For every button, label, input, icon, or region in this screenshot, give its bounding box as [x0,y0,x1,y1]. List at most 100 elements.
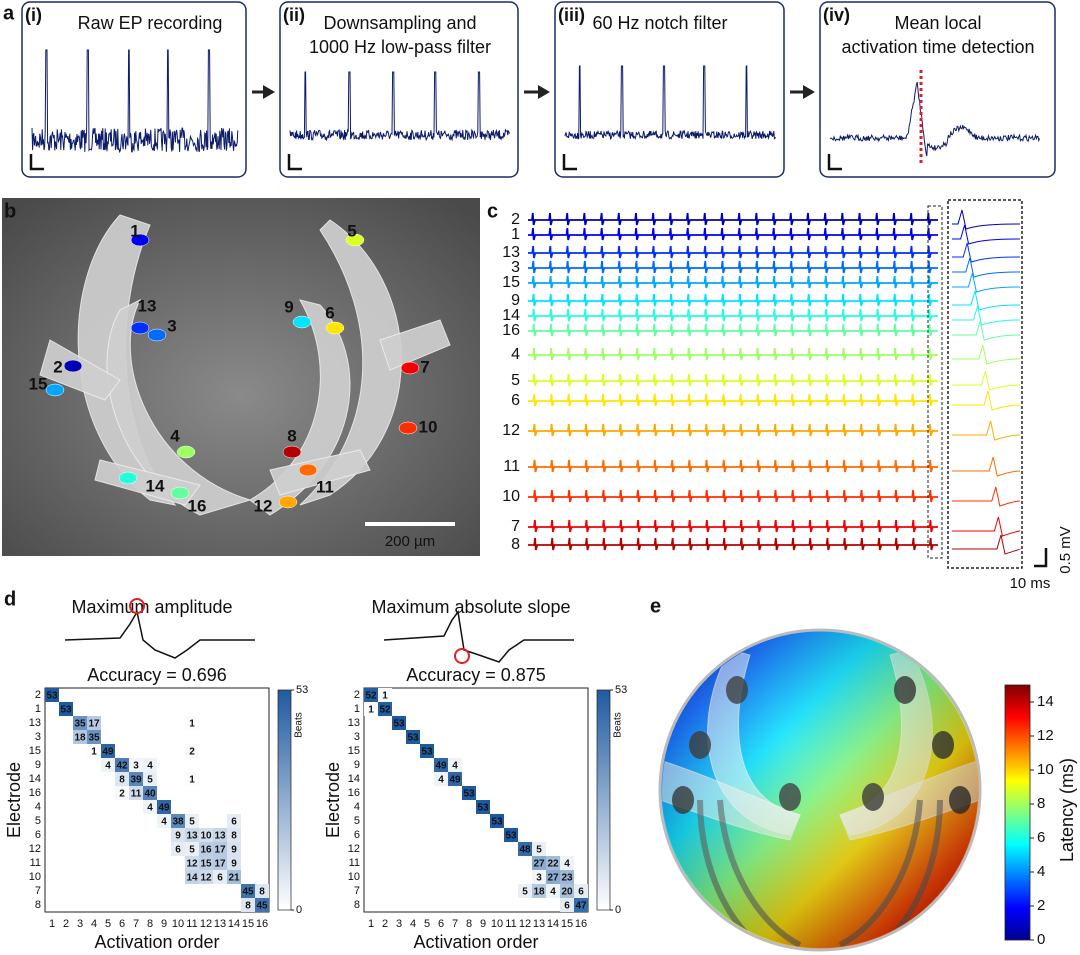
electrode [298,463,318,477]
electrogram [528,260,938,274]
electrode-label: 15 [29,374,48,393]
colorbar-tick-label: 53 [296,684,308,696]
col-label: 15 [561,918,573,930]
colorbar-label: Beats [613,712,624,738]
cell-value: 45 [256,901,268,912]
matrix-cell [518,884,532,898]
electrogram-zoom [952,290,1021,311]
matrix-cell [532,884,546,898]
matrix-cell [185,716,199,730]
col-label: 11 [186,918,197,930]
probe-arm [299,219,402,506]
electrogram [528,323,938,337]
matrix-cell [101,744,115,758]
electrode [176,445,196,459]
row-label: 10 [348,871,360,883]
matrix-cell [255,898,269,912]
matrix-cell [406,730,420,744]
electrogram-zoom [952,486,1021,507]
matrix-cell [227,828,241,842]
electrogram [528,459,938,473]
cell-value: 45 [242,887,254,898]
cell-value: 53 [505,831,517,842]
arrow-head [803,85,815,99]
zoom-window [927,205,943,559]
row-label: 15 [348,745,360,757]
method-title: Maximum absolute slope [371,597,570,617]
electrode [147,328,167,342]
cell-value: 53 [393,719,405,730]
cell-value: 4 [438,775,444,786]
matrix-cell [171,828,185,842]
row-label: 7 [354,885,360,897]
step-title: Mean local [894,13,981,33]
row-label: 5 [354,815,360,827]
electrode [278,495,298,509]
matrix-cell [227,856,241,870]
electrogram-zoom [952,516,1021,537]
matrix-cell [241,884,255,898]
col-label: 16 [256,918,268,930]
electrode-label: 8 [511,536,520,553]
step-number: (iv) [823,5,850,25]
cell-value: 3 [536,873,542,884]
row-label: 4 [35,801,41,813]
electrogram [528,347,938,361]
step-title: 1000 Hz low-pass filter [309,37,491,57]
electrode-label: 6 [511,392,520,409]
detection-marker [129,598,145,614]
row-label: 12 [29,843,41,855]
cell-value: 4 [452,761,458,772]
matrix-cell [574,898,588,912]
cell-value: 17 [88,719,100,730]
electrogram-zoom [952,456,1021,477]
cell-value: 9 [231,859,237,870]
electrode-label: 11 [316,477,334,496]
electrode-label: 1 [130,221,139,240]
arrow-head [263,85,275,99]
cell-value: 6 [217,873,223,884]
colorbar-tick-label: 6 [1037,829,1045,846]
row-label: 6 [354,829,360,841]
method-title: Maximum amplitude [71,597,232,617]
scale-bar [287,154,302,171]
matrix-cell [213,870,227,884]
matrix-cell [143,786,157,800]
colorbar-tick-label: 2 [1037,897,1045,914]
colorbar-label: Latency (ms) [1057,758,1077,862]
panel-label: a [3,2,15,24]
matrix-cell [73,730,87,744]
step-number: (ii) [283,5,305,25]
matrix-cell [199,828,213,842]
electrode-label: 16 [188,496,207,515]
cell-value: 15 [200,859,212,870]
scale-bar [1034,548,1048,568]
col-label: 1 [368,918,374,930]
electrogram-zoom [952,420,1021,441]
cell-value: 40 [144,789,156,800]
matrix-cell [185,842,199,856]
col-label: 7 [133,918,139,930]
colorbar-tick-label: 4 [1037,863,1045,880]
cell-value: 35 [74,719,86,730]
cell-value: 13 [214,831,226,842]
electrogram-zoom [952,257,1021,278]
cell-value: 35 [88,733,100,744]
row-label: 3 [354,731,360,743]
panel-label: b [4,200,16,222]
col-label: 13 [533,918,545,930]
cell-value: 13 [186,831,198,842]
scale-bar [29,154,44,171]
electrogram-zoom [952,224,1021,245]
electrogram [528,519,938,533]
matrix-cell [199,870,213,884]
probe-arm [106,298,252,516]
electrode [345,233,365,247]
col-label: 9 [480,918,486,930]
row-label: 14 [348,773,360,785]
electrode [400,361,420,375]
cell-value: 2 [119,789,125,800]
cell-value: 18 [74,733,86,744]
electrogram [528,393,938,407]
matrix-cell [59,702,73,716]
